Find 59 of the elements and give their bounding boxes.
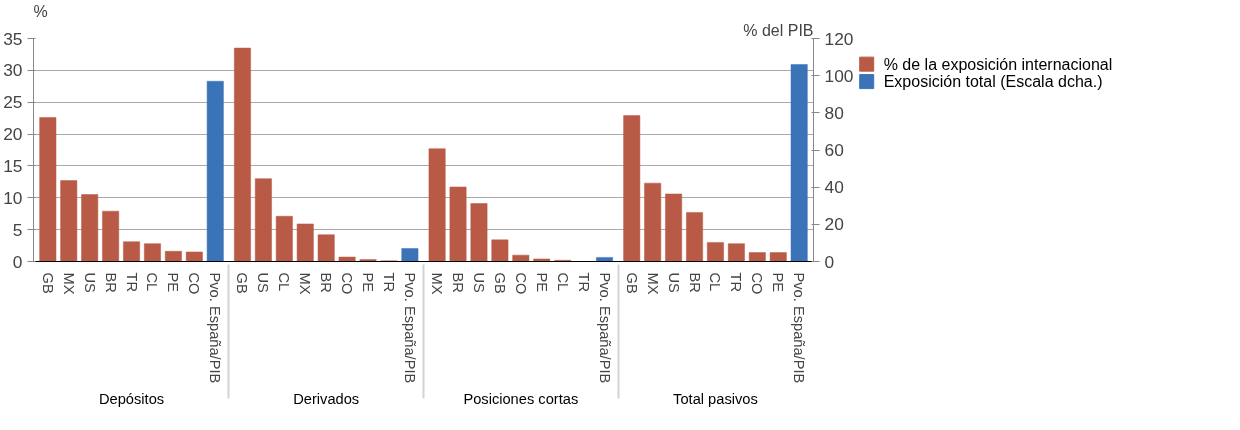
x-tick-label: US <box>470 272 487 294</box>
x-tick-label: CO <box>512 272 529 295</box>
x-tick-label: CO <box>186 272 203 295</box>
legend-label: Exposición total (Escala dcha.) <box>883 73 1103 91</box>
x-tick-label: CL <box>707 272 724 292</box>
x-tick-label: BR <box>450 272 467 293</box>
y-tick-label: 35 <box>3 28 23 49</box>
y-tick-label: 20 <box>3 124 23 145</box>
y2-tick-label: 120 <box>824 28 854 49</box>
y2-axis-title: % del PIB <box>743 21 814 39</box>
y-tick-label: 0 <box>12 251 23 272</box>
x-tick-label: BR <box>318 272 335 293</box>
x-tick-label: US <box>81 272 98 294</box>
x-tick-label: MX <box>60 272 77 295</box>
y-tick-label: 5 <box>12 219 23 240</box>
legend-label: % de la exposición internacional <box>883 55 1113 73</box>
x-tick-label: GB <box>491 272 508 294</box>
x-tick-label: US <box>255 272 272 294</box>
y2-tick-label: 0 <box>824 251 835 272</box>
y-tick-label: 10 <box>3 187 23 208</box>
x-tick-label: PE <box>533 272 550 293</box>
x-tick-label: CL <box>276 272 293 292</box>
x-tick-label: GB <box>234 272 251 294</box>
x-tick-label: MX <box>429 272 446 295</box>
text: Total pasivos <box>673 391 758 408</box>
x-tick-label: TR <box>380 272 397 293</box>
x-tick-label: CO <box>749 272 766 295</box>
y-tick-label: 15 <box>3 155 23 176</box>
x-tick-label: PE <box>165 272 182 293</box>
x-tick-label: US <box>665 272 682 294</box>
y2-tick-label: 20 <box>824 214 844 235</box>
y2-tick-label: 60 <box>824 140 844 160</box>
x-tick-label: MX <box>644 272 661 295</box>
y-axis-title: % <box>33 2 48 20</box>
x-tick-label: Pvo. España/PIB <box>791 272 808 384</box>
text: Posiciones cortas <box>463 391 579 408</box>
x-tick-label: Pvo. España/PIB <box>207 272 224 384</box>
x-tick-label: TR <box>575 272 592 293</box>
y2-tick-label: 80 <box>824 102 844 123</box>
x-tick-label: PE <box>360 272 377 293</box>
x-tick-label: BR <box>102 272 119 293</box>
x-tick-label: CO <box>339 272 356 295</box>
y-tick-label: 25 <box>3 92 23 113</box>
y-tick-label: 30 <box>3 60 23 81</box>
x-tick-label: Pvo. España/PIB <box>596 272 613 384</box>
x-tick-label: Pvo. España/PIB <box>401 272 418 384</box>
x-tick-label: GB <box>39 272 56 294</box>
text: Depósitos <box>98 391 165 408</box>
x-tick-label: CL <box>554 272 571 292</box>
text: Derivados <box>293 391 360 408</box>
x-tick-label: MX <box>297 272 314 295</box>
x-tick-label: PE <box>770 272 787 293</box>
y2-tick-label: 100 <box>824 65 854 86</box>
x-tick-label: GB <box>623 272 640 294</box>
x-tick-label: TR <box>728 272 745 293</box>
x-tick-label: CL <box>144 272 161 292</box>
y2-tick-label: 40 <box>824 177 844 198</box>
x-tick-label: TR <box>123 272 140 293</box>
x-tick-label: BR <box>686 272 703 293</box>
